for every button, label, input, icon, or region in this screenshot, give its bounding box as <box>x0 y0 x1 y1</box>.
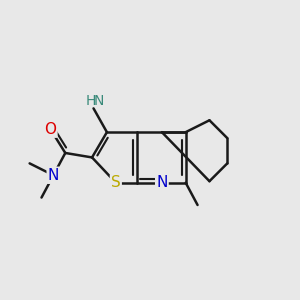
Text: N: N <box>94 94 104 108</box>
Text: N: N <box>48 168 59 183</box>
Text: S: S <box>111 175 121 190</box>
Text: H: H <box>85 94 96 108</box>
Text: N: N <box>156 175 168 190</box>
Text: O: O <box>44 122 56 137</box>
